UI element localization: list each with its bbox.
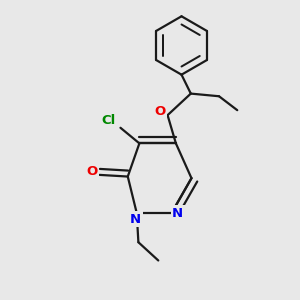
Text: O: O — [87, 165, 98, 178]
Text: N: N — [172, 206, 183, 220]
Text: N: N — [130, 212, 141, 226]
Text: Cl: Cl — [102, 114, 116, 127]
Text: O: O — [155, 105, 166, 118]
